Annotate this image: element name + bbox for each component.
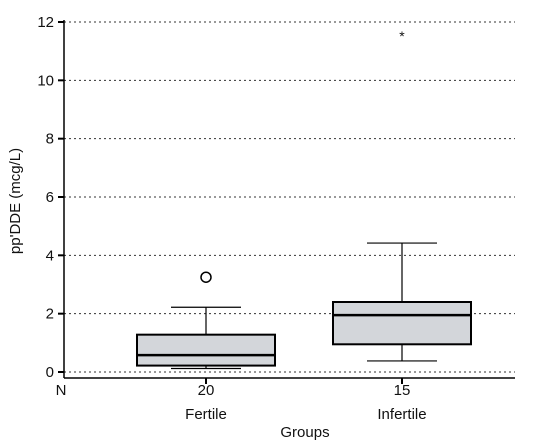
y-tick-label: 8 xyxy=(46,131,54,148)
y-tick-label: 10 xyxy=(37,72,54,89)
y-tick-label: 2 xyxy=(46,306,54,323)
boxes: * xyxy=(136,28,472,370)
y-tick-label: 6 xyxy=(46,189,54,206)
box-infertile: * xyxy=(332,28,472,362)
n-value-label: 15 xyxy=(394,382,411,399)
iqr-box xyxy=(136,333,276,367)
n-label: N xyxy=(56,382,67,399)
x-axis-title: Groups xyxy=(280,424,329,441)
y-ticks: 0 2 4 6 8 10 12 xyxy=(37,14,64,381)
n-value-label: 20 xyxy=(198,382,215,399)
outlier-star: * xyxy=(399,28,405,44)
x-tick-labels: 20 Fertile 15 Infertile xyxy=(185,378,427,423)
x-tick-label: Fertile xyxy=(185,406,227,423)
gridlines xyxy=(64,21,515,373)
y-tick-label: 12 xyxy=(37,14,54,31)
y-tick-label: 4 xyxy=(46,247,54,264)
box-fertile xyxy=(136,271,276,370)
y-axis-title: pp'DDE (mcg/L) xyxy=(7,148,24,254)
iqr-box xyxy=(332,301,472,346)
x-tick-label: Infertile xyxy=(377,406,426,423)
y-tick-label: 0 xyxy=(46,364,54,381)
outlier-circle xyxy=(200,271,212,283)
